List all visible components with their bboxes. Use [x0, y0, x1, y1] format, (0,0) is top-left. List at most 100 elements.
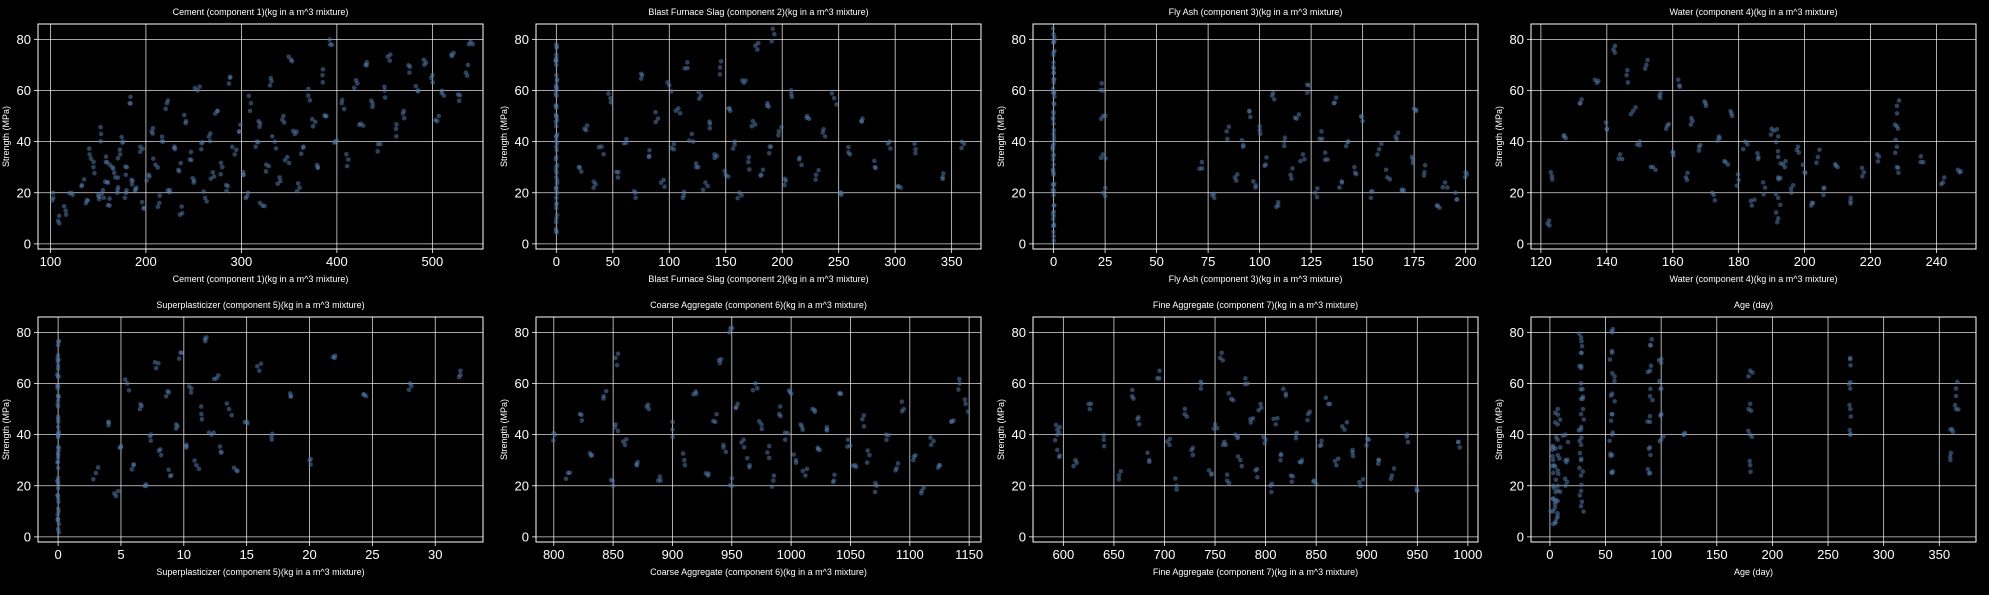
- data-point: [117, 147, 123, 153]
- data-point: [1087, 406, 1093, 412]
- data-point: [685, 60, 690, 65]
- data-point: [199, 416, 205, 422]
- data-point: [703, 180, 708, 185]
- data-point: [746, 155, 752, 160]
- data-point: [189, 157, 194, 163]
- data-point: [705, 183, 710, 189]
- y-tick-label: 60: [515, 83, 529, 98]
- data-point: [1579, 97, 1584, 102]
- data-point: [788, 88, 794, 93]
- data-point: [1624, 72, 1629, 78]
- panel-title: Fine Aggregate (component 7)(kg in a m^3…: [1153, 300, 1358, 310]
- data-point: [766, 104, 772, 109]
- data-point: [739, 193, 744, 198]
- data-point: [1656, 357, 1662, 363]
- data-point: [1197, 166, 1202, 172]
- data-point: [1288, 172, 1293, 178]
- data-point: [1734, 183, 1740, 188]
- data-point: [755, 47, 760, 52]
- x-tick-label: 175: [1403, 254, 1425, 269]
- data-point: [1173, 476, 1178, 481]
- data-point: [245, 190, 251, 196]
- data-point: [1563, 483, 1568, 489]
- data-point: [1749, 203, 1755, 208]
- data-point: [1648, 343, 1654, 348]
- data-point: [1894, 103, 1900, 109]
- data-point: [553, 103, 559, 108]
- data-point: [1333, 95, 1339, 100]
- data-point: [1555, 471, 1561, 477]
- data-point: [1608, 451, 1613, 457]
- data-point: [176, 356, 182, 361]
- data-point: [1664, 123, 1670, 128]
- x-axis-label: Cement (component 1)(kg in a m^3 mixture…: [173, 274, 349, 284]
- data-point: [1319, 438, 1324, 444]
- data-point: [141, 206, 147, 211]
- data-point: [623, 140, 629, 146]
- data-point: [1712, 198, 1718, 203]
- data-point: [202, 195, 208, 201]
- data-point: [1617, 152, 1623, 157]
- data-point: [1657, 438, 1663, 444]
- data-point: [1278, 451, 1284, 457]
- data-point: [1224, 129, 1229, 134]
- data-point: [312, 119, 318, 125]
- data-point: [332, 353, 338, 359]
- data-point: [1050, 168, 1056, 174]
- data-point: [356, 122, 362, 128]
- data-point: [1136, 422, 1142, 427]
- data-point: [772, 31, 777, 37]
- data-point: [1332, 100, 1338, 106]
- data-point: [1365, 436, 1370, 442]
- data-point: [1100, 152, 1106, 157]
- data-point: [387, 58, 393, 63]
- data-point: [150, 125, 156, 131]
- data-point: [106, 422, 111, 428]
- data-point: [1953, 386, 1959, 391]
- data-point: [155, 165, 161, 170]
- data-point: [797, 155, 802, 160]
- y-tick-label: 20: [17, 185, 31, 200]
- data-point: [1747, 458, 1752, 464]
- data-point: [277, 175, 282, 180]
- data-point: [752, 122, 758, 127]
- data-point: [553, 57, 558, 63]
- data-point: [1653, 167, 1658, 173]
- data-point: [1281, 386, 1286, 392]
- data-point: [1550, 454, 1555, 459]
- data-point: [1437, 205, 1442, 211]
- data-point: [1275, 199, 1281, 205]
- data-point: [294, 188, 300, 194]
- data-point: [263, 169, 269, 174]
- data-point: [959, 145, 964, 151]
- data-point: [226, 406, 232, 412]
- x-tick-label: 0: [54, 547, 61, 562]
- x-tick-label: 200: [1762, 547, 1784, 562]
- data-point: [464, 73, 470, 79]
- data-point: [156, 448, 162, 454]
- data-point: [407, 64, 413, 69]
- data-point: [88, 156, 94, 161]
- data-point: [218, 171, 223, 177]
- data-point: [1235, 433, 1241, 439]
- data-point: [272, 139, 278, 144]
- data-point: [614, 362, 620, 368]
- data-point: [918, 490, 924, 496]
- data-point: [1947, 454, 1953, 459]
- data-point: [451, 50, 456, 56]
- data-point: [1645, 369, 1651, 375]
- data-point: [1578, 411, 1584, 417]
- data-point: [199, 141, 204, 146]
- data-point: [1847, 386, 1853, 391]
- data-point: [584, 123, 590, 128]
- x-tick-label: 200: [135, 254, 157, 269]
- data-point: [119, 134, 124, 140]
- data-point: [615, 428, 621, 434]
- data-point: [624, 437, 629, 442]
- y-tick-label: 40: [1012, 427, 1026, 442]
- data-point: [1579, 339, 1584, 344]
- data-point: [247, 108, 253, 114]
- data-point: [229, 412, 234, 418]
- data-point: [1949, 426, 1955, 432]
- data-point: [288, 394, 294, 399]
